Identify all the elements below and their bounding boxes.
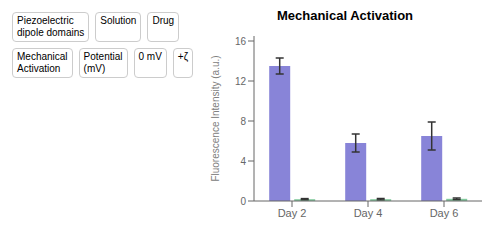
html-text:Mechanical Activation: Mechanical Activation (17, 51, 68, 74)
html-text:0 mV: 0 mV (138, 51, 162, 62)
svg-text:4: 4 (240, 156, 246, 167)
svg-text:12: 12 (235, 76, 247, 87)
svg-text:Day 6: Day 6 (430, 207, 459, 219)
html-text:Drug: Drug (152, 15, 175, 26)
svg-text:Day 4: Day 4 (354, 207, 383, 219)
svg-text:8: 8 (240, 116, 246, 127)
svg-text:0: 0 (240, 196, 246, 207)
svg-text:Fluorescence Intensity (a.u.): Fluorescence Intensity (a.u.) (210, 55, 221, 181)
html-text:Mechanical Activation: Mechanical Activation (277, 8, 413, 23)
html-text:Potential (mV): Potential (mV) (83, 51, 123, 74)
svg-text:Day 2: Day 2 (278, 207, 307, 219)
svg-text:16: 16 (235, 36, 247, 47)
html-text:Piezoelectric dipole domains: Piezoelectric dipole domains (17, 15, 85, 38)
html-text:Solution: Solution (100, 15, 137, 26)
html-text:+ζ: +ζ (177, 51, 189, 62)
